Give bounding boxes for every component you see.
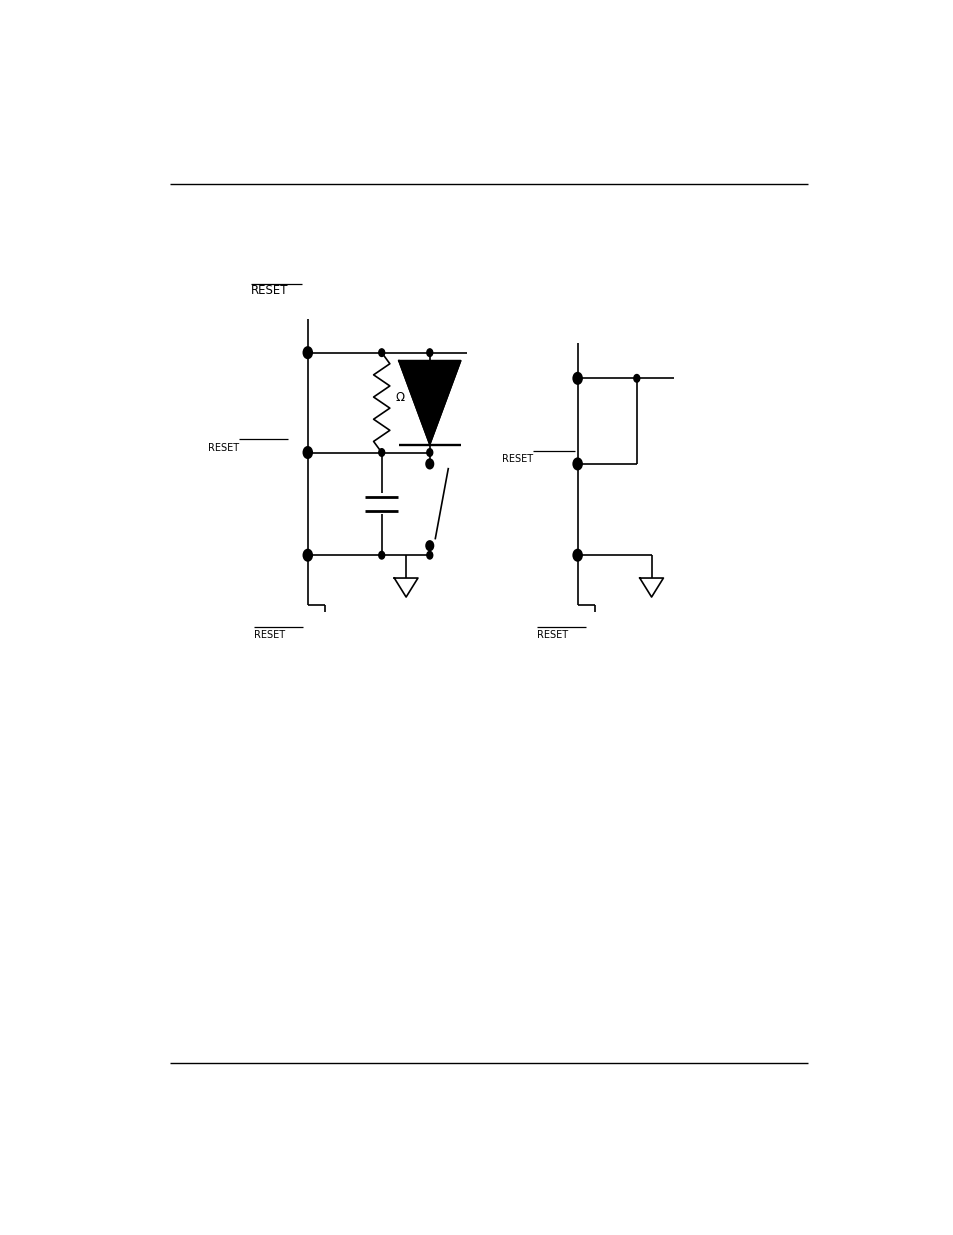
Circle shape bbox=[426, 348, 433, 357]
Circle shape bbox=[426, 459, 433, 468]
Circle shape bbox=[573, 373, 581, 384]
Circle shape bbox=[303, 347, 312, 358]
Circle shape bbox=[303, 550, 312, 561]
Circle shape bbox=[378, 448, 384, 456]
Text: RESET: RESET bbox=[253, 630, 285, 640]
Circle shape bbox=[303, 447, 312, 458]
Text: RESET: RESET bbox=[208, 442, 239, 452]
Text: Ω: Ω bbox=[395, 391, 404, 404]
Text: RESET: RESET bbox=[251, 284, 288, 298]
Circle shape bbox=[378, 348, 384, 357]
Text: RESET: RESET bbox=[501, 454, 533, 464]
Text: RESET: RESET bbox=[537, 630, 568, 640]
Circle shape bbox=[426, 551, 433, 559]
Circle shape bbox=[378, 551, 384, 559]
Polygon shape bbox=[398, 361, 460, 445]
Circle shape bbox=[426, 448, 433, 456]
Circle shape bbox=[633, 374, 639, 382]
Circle shape bbox=[573, 550, 581, 561]
Circle shape bbox=[573, 458, 581, 469]
Circle shape bbox=[426, 541, 433, 551]
